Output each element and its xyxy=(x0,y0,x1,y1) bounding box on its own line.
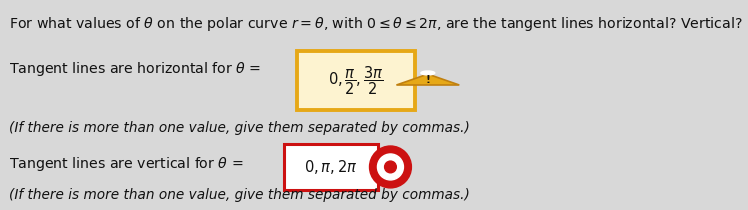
Text: (If there is more than one value, give them separated by commas.): (If there is more than one value, give t… xyxy=(9,188,470,202)
Text: Tangent lines are vertical for $\theta$ =: Tangent lines are vertical for $\theta$ … xyxy=(9,155,243,173)
Ellipse shape xyxy=(384,161,396,173)
Polygon shape xyxy=(396,74,459,85)
Text: $0, \dfrac{\pi}{2}, \dfrac{3\pi}{2}$: $0, \dfrac{\pi}{2}, \dfrac{3\pi}{2}$ xyxy=(328,64,384,97)
Text: $0,\pi,2\pi$: $0,\pi,2\pi$ xyxy=(304,158,358,176)
FancyBboxPatch shape xyxy=(297,51,415,110)
Text: Tangent lines are horizontal for $\theta$ =: Tangent lines are horizontal for $\theta… xyxy=(9,60,261,78)
Text: !: ! xyxy=(426,75,430,85)
FancyBboxPatch shape xyxy=(284,144,378,190)
Ellipse shape xyxy=(370,146,411,188)
Text: (If there is more than one value, give them separated by commas.): (If there is more than one value, give t… xyxy=(9,121,470,135)
Text: For what values of $\theta$ on the polar curve $r = \theta$, with $0 \leq \theta: For what values of $\theta$ on the polar… xyxy=(9,15,743,33)
Circle shape xyxy=(421,71,435,75)
Ellipse shape xyxy=(378,154,403,180)
